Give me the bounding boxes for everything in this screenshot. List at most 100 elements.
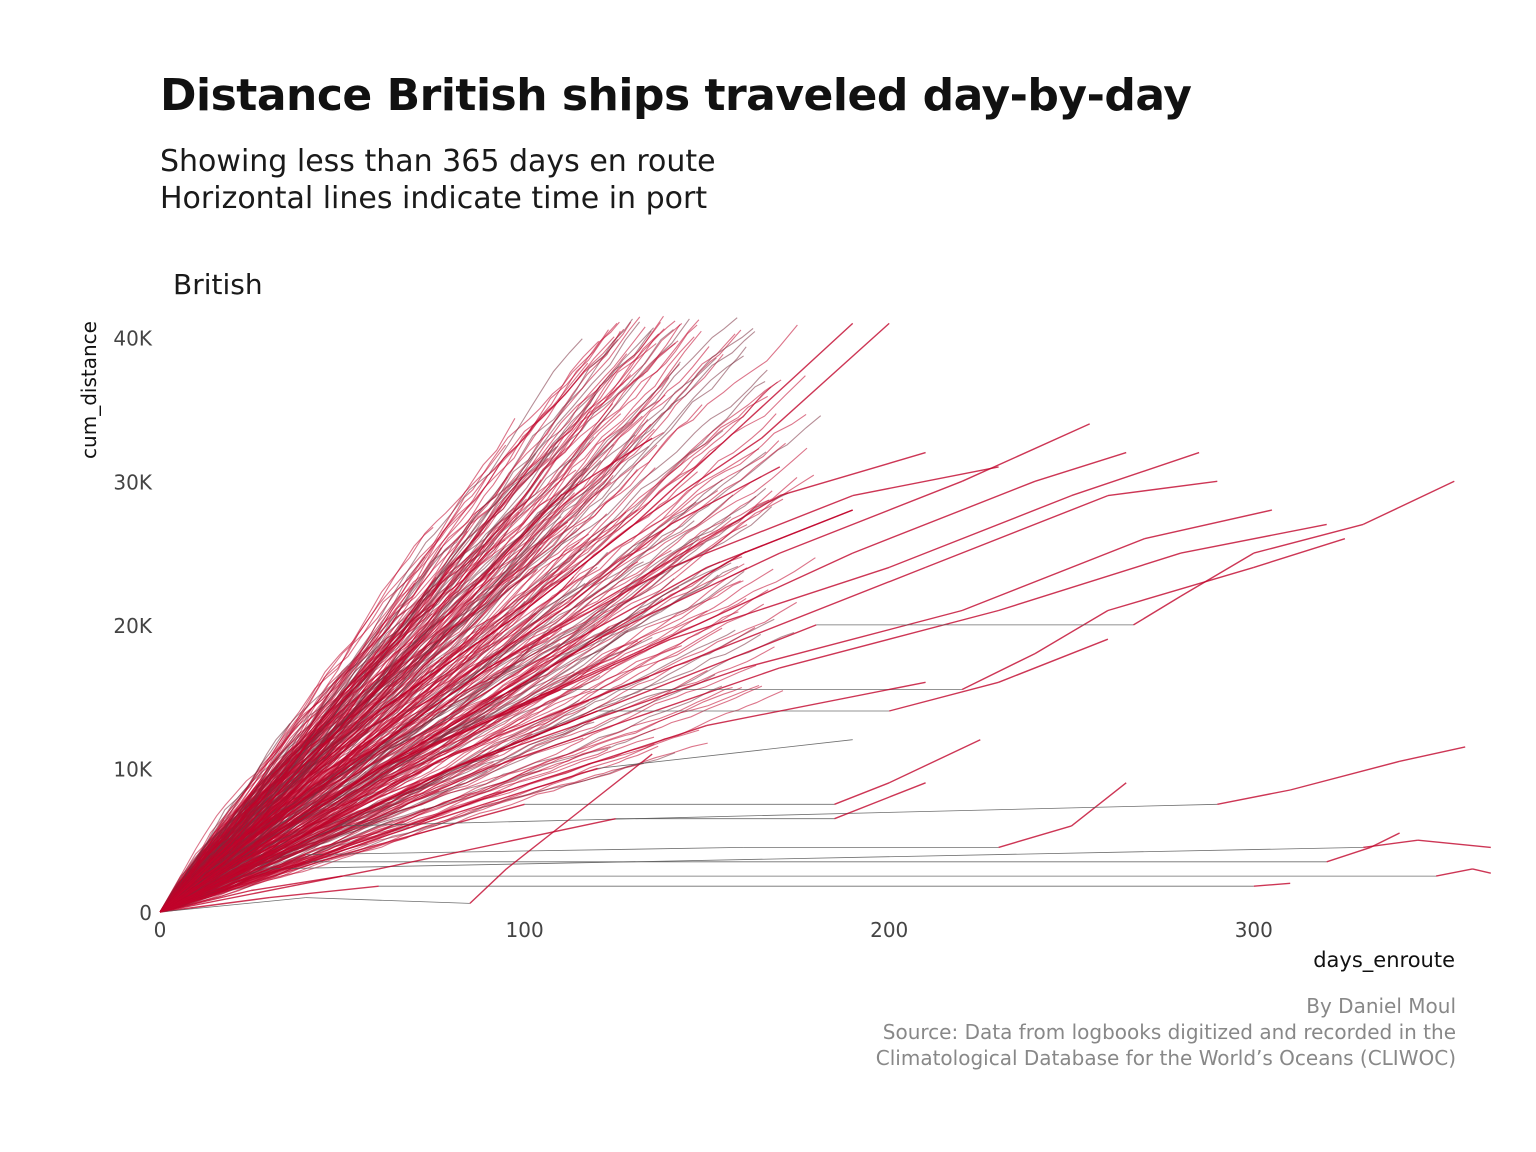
series-layer [159, 322, 1491, 913]
voyage-line-dense [159, 329, 609, 913]
voyage-line [159, 853, 270, 913]
voyage-line [743, 609, 963, 669]
voyage-line [560, 523, 671, 612]
facet-label: British [173, 268, 263, 301]
voyage-line [998, 552, 1182, 612]
voyage-line-dense [159, 644, 625, 913]
voyage-line [1435, 868, 1473, 877]
voyage-line [487, 581, 635, 669]
voyage-line [706, 566, 926, 655]
voyage-line-dense [159, 537, 700, 913]
voyage-line [487, 724, 708, 798]
voyage-line [342, 803, 525, 856]
caption-author: By Daniel Moul [1306, 994, 1456, 1018]
voyage-line [159, 796, 489, 913]
voyage-line [305, 667, 489, 798]
voyage-line [269, 796, 380, 856]
voyage-line-dense [159, 631, 795, 913]
voyage-line [524, 523, 635, 612]
x-tick-label: 200 [870, 918, 908, 942]
voyage-line [925, 494, 1109, 569]
x-tick-label: 300 [1235, 918, 1273, 942]
voyage-line [1253, 523, 1364, 554]
voyage-line-dense [159, 336, 615, 913]
voyage-line [159, 796, 307, 913]
voyage-line [1326, 846, 1371, 863]
voyage-line [451, 652, 708, 755]
voyage-line [670, 466, 781, 526]
voyage-line [1253, 882, 1291, 887]
voyage-line [469, 868, 507, 904]
voyage-line [761, 322, 890, 439]
voyage-line [159, 839, 270, 913]
voyage-line-dense [159, 333, 660, 913]
voyage-line [597, 552, 744, 640]
voyage-line-dense [159, 539, 506, 913]
voyage-line [998, 638, 1109, 683]
voyage-line [1071, 782, 1127, 827]
voyage-line [1071, 451, 1200, 497]
voyage-line [1133, 595, 1182, 626]
voyage-line-dense [159, 736, 655, 913]
voyage-line-dense [159, 443, 615, 913]
voyage-line [670, 494, 853, 569]
voyage-line-dense [159, 362, 589, 913]
voyage-line [159, 868, 379, 913]
voyage-line [560, 437, 653, 497]
voyage-line [706, 681, 926, 727]
voyage-line [1417, 839, 1491, 849]
voyage-line [779, 480, 963, 554]
x-tick-label: 0 [154, 918, 167, 942]
voyage-line [378, 710, 598, 798]
caption-source-line-1: Source: Data from logbooks digitized and… [882, 1020, 1456, 1044]
voyage-line [834, 782, 890, 805]
voyage-line [998, 825, 1072, 849]
voyage-line [888, 739, 981, 784]
voyage-line-dense [159, 327, 754, 913]
voyage-line [269, 767, 380, 841]
voyage-line [633, 552, 853, 655]
voyage-line [451, 638, 598, 727]
port-time-line [597, 739, 853, 769]
voyage-line [414, 767, 598, 827]
voyage-line [451, 667, 744, 770]
voyage-line [852, 480, 1036, 554]
port-time-line [159, 897, 306, 913]
voyage-line [159, 868, 252, 913]
y-axis-label: cum_distance [77, 321, 101, 459]
voyage-line [742, 322, 854, 425]
voyage-line [961, 652, 1036, 691]
voyage-line-dense [159, 436, 595, 913]
caption-source-line-2: Climatological Database for the World’s … [875, 1046, 1456, 1070]
voyage-line-dense [159, 442, 786, 913]
voyage-line-dense [159, 479, 542, 913]
voyage-line [834, 796, 890, 820]
voyage-line [378, 609, 525, 712]
voyage-line [1144, 509, 1273, 540]
voyage-line [961, 423, 1090, 482]
voyage-line [159, 896, 270, 913]
voyage-line [159, 796, 289, 913]
voyage-line [1290, 760, 1400, 791]
voyage-line [433, 609, 562, 698]
voyage-line-dense [159, 492, 576, 913]
voyage-line [524, 566, 708, 669]
chart-title: Distance British ships traveled day-by-d… [160, 70, 1192, 121]
voyage-line [706, 509, 853, 569]
voyage-line [268, 710, 380, 813]
voyage-line [1370, 832, 1400, 849]
voyage-line [597, 552, 781, 640]
voyage-line [852, 466, 999, 497]
voyage-line [1399, 746, 1466, 762]
y-tick-label: 0 [139, 901, 152, 925]
x-tick-label: 100 [506, 918, 544, 942]
voyage-line [961, 538, 1145, 612]
chart-subtitle-line-2: Horizontal lines indicate time in port [160, 181, 708, 216]
voyage-line-dense [159, 338, 583, 913]
voyage-line [159, 753, 416, 913]
voyage-line [1107, 566, 1254, 612]
voyage-line [505, 810, 580, 870]
voyage-line-dense [159, 835, 220, 913]
port-time-line [269, 847, 1364, 870]
